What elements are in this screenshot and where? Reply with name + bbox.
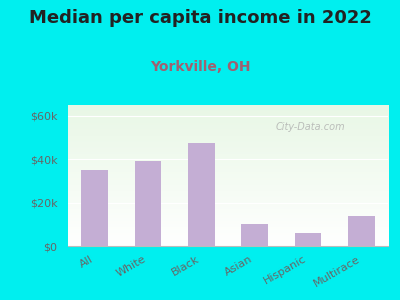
Bar bbox=[188, 143, 215, 246]
Text: City-Data.com: City-Data.com bbox=[276, 122, 346, 132]
Bar bbox=[295, 233, 321, 246]
Bar bbox=[135, 161, 161, 246]
Bar bbox=[81, 170, 108, 246]
Bar bbox=[241, 224, 268, 246]
Bar bbox=[348, 216, 375, 246]
Text: Yorkville, OH: Yorkville, OH bbox=[150, 60, 250, 74]
Text: Median per capita income in 2022: Median per capita income in 2022 bbox=[28, 9, 372, 27]
